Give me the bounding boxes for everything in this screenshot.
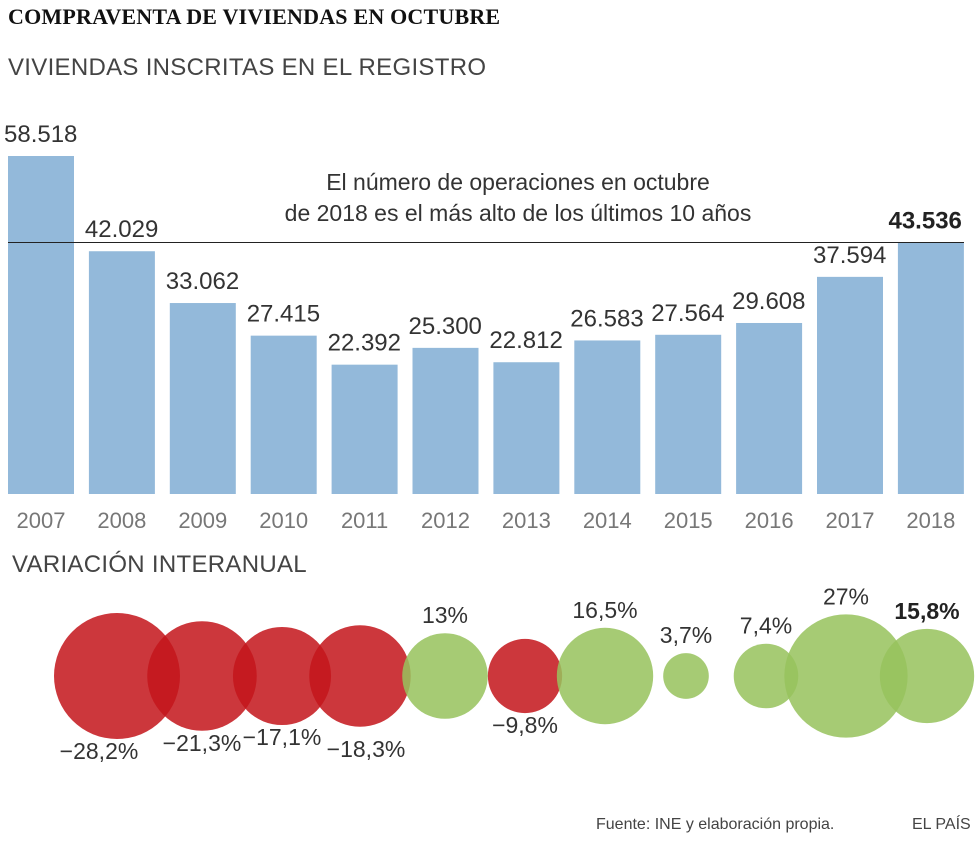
bar-2007	[8, 156, 74, 494]
source-note: Fuente: INE y elaboración propia.	[596, 816, 835, 833]
bubble-2008	[54, 613, 180, 739]
year-tick-label: 2017	[826, 508, 875, 533]
year-tick-label: 2011	[341, 508, 388, 533]
year-tick-label: 2018	[906, 508, 955, 533]
bar-2008	[88, 251, 155, 494]
bar-value-label: 33.062	[166, 268, 239, 295]
bubble-2017	[784, 614, 908, 738]
bubble-2014	[556, 627, 654, 725]
year-tick-label: 2012	[421, 508, 470, 533]
bar-2013	[493, 362, 560, 494]
bubble-2009	[147, 621, 257, 731]
bar-2017	[817, 276, 883, 494]
bar-value-label: 22.812	[489, 327, 562, 354]
bubble-2011	[309, 625, 411, 727]
bubble-value-label: 3,7%	[660, 622, 712, 648]
bar-2011	[331, 364, 398, 494]
bubble-value-label: −21,3%	[163, 730, 242, 756]
bar-value-label: 26.583	[570, 305, 643, 332]
bubble-2013	[487, 638, 563, 714]
chart-title: COMPRAVENTA DE VIVIENDAS EN OCTUBRE	[8, 4, 501, 29]
bar-value-label: 43.536	[888, 208, 961, 235]
bubble-2018	[879, 628, 975, 724]
bar-value-label: 27.415	[247, 301, 320, 328]
bubble-value-label: −9,8%	[492, 712, 558, 738]
bubble-value-label: 15,8%	[894, 598, 959, 624]
bubble-value-label: 13%	[422, 602, 468, 628]
year-tick-label: 2013	[502, 508, 551, 533]
bar-value-label: 58.518	[4, 121, 77, 148]
bubble-chart-title: VARIACIÓN INTERANUAL	[12, 551, 307, 578]
bar-2012	[412, 347, 479, 494]
bar-value-label: 22.392	[328, 330, 401, 357]
brand-logo: EL PAÍS	[912, 816, 971, 833]
annotation-line-1: El número de operaciones en octubre	[326, 169, 710, 195]
bar-2010	[250, 335, 317, 494]
year-tick-label: 2007	[17, 508, 66, 533]
year-tick-label: 2014	[583, 508, 632, 533]
year-tick-label: 2016	[745, 508, 794, 533]
year-tick-label: 2010	[259, 508, 308, 533]
year-tick-label: 2015	[664, 508, 713, 533]
bar-2016	[736, 322, 803, 494]
bar-value-label: 42.029	[85, 216, 158, 243]
bubble-value-label: 7,4%	[740, 613, 792, 639]
bar-value-label: 29.608	[732, 288, 805, 315]
bubble-value-label: −17,1%	[243, 724, 322, 750]
bar-2015	[655, 334, 722, 494]
bar-2014	[574, 340, 641, 494]
bar-2018	[897, 242, 964, 494]
bubble-value-label: −18,3%	[327, 736, 406, 762]
bubble-value-label: −28,2%	[60, 738, 139, 764]
bubble-2015	[663, 653, 709, 699]
bubble-2012	[402, 633, 488, 719]
bubble-value-label: 27%	[823, 583, 869, 609]
bar-chart-title: VIVIENDAS INSCRITAS EN EL REGISTRO	[8, 54, 487, 81]
bubble-value-label: 16,5%	[572, 597, 637, 623]
bar-2009	[169, 303, 236, 494]
year-tick-label: 2009	[178, 508, 227, 533]
bar-value-label: 37.594	[813, 242, 886, 269]
year-tick-label: 2008	[97, 508, 146, 533]
bar-value-label: 25.300	[409, 313, 482, 340]
bubble-2010	[232, 626, 332, 726]
bubble-2016	[733, 643, 799, 709]
annotation-line-2: de 2018 es el más alto de los últimos 10…	[285, 200, 752, 226]
bar-value-label: 27.564	[651, 300, 724, 327]
